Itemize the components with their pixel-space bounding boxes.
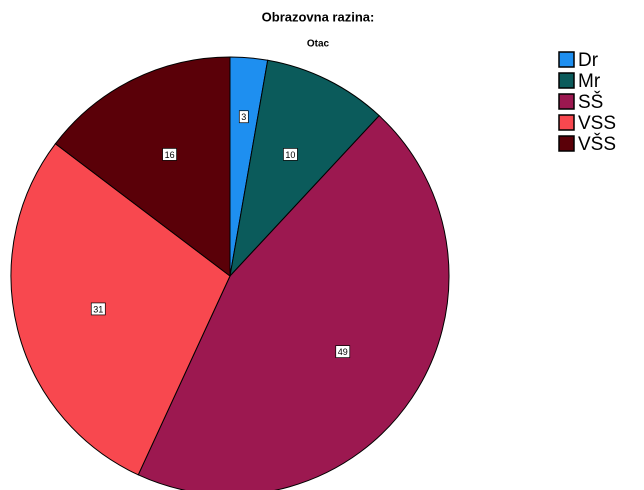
legend-label: Mr bbox=[578, 71, 601, 92]
legend-label: VŠS bbox=[578, 133, 616, 155]
data-label-box bbox=[335, 345, 351, 358]
data-label-box bbox=[90, 302, 106, 316]
pie-slice bbox=[54, 56, 231, 278]
legend-swatch bbox=[558, 114, 575, 131]
data-label: 49 bbox=[338, 347, 348, 357]
data-label: 3 bbox=[241, 112, 246, 122]
legend-label: SŠ bbox=[578, 91, 603, 113]
data-label-box bbox=[283, 148, 298, 161]
legend-label: Dr bbox=[578, 50, 599, 71]
chart-title: Obrazovna razina: bbox=[262, 9, 375, 24]
legend-swatch bbox=[558, 93, 575, 110]
data-label-box bbox=[162, 148, 177, 161]
legend-swatch bbox=[558, 72, 575, 89]
legend-swatch bbox=[558, 135, 575, 152]
pie-slice bbox=[137, 114, 450, 490]
data-label: 16 bbox=[165, 150, 175, 160]
legend-swatch bbox=[558, 51, 575, 68]
legend-label: VSS bbox=[578, 113, 616, 134]
data-label: 10 bbox=[285, 150, 295, 160]
data-label: 31 bbox=[93, 304, 103, 314]
pie-slice bbox=[229, 59, 380, 278]
chart-subtitle: Otac bbox=[307, 39, 330, 50]
data-label-box bbox=[238, 110, 249, 124]
pie-slice bbox=[10, 143, 231, 476]
